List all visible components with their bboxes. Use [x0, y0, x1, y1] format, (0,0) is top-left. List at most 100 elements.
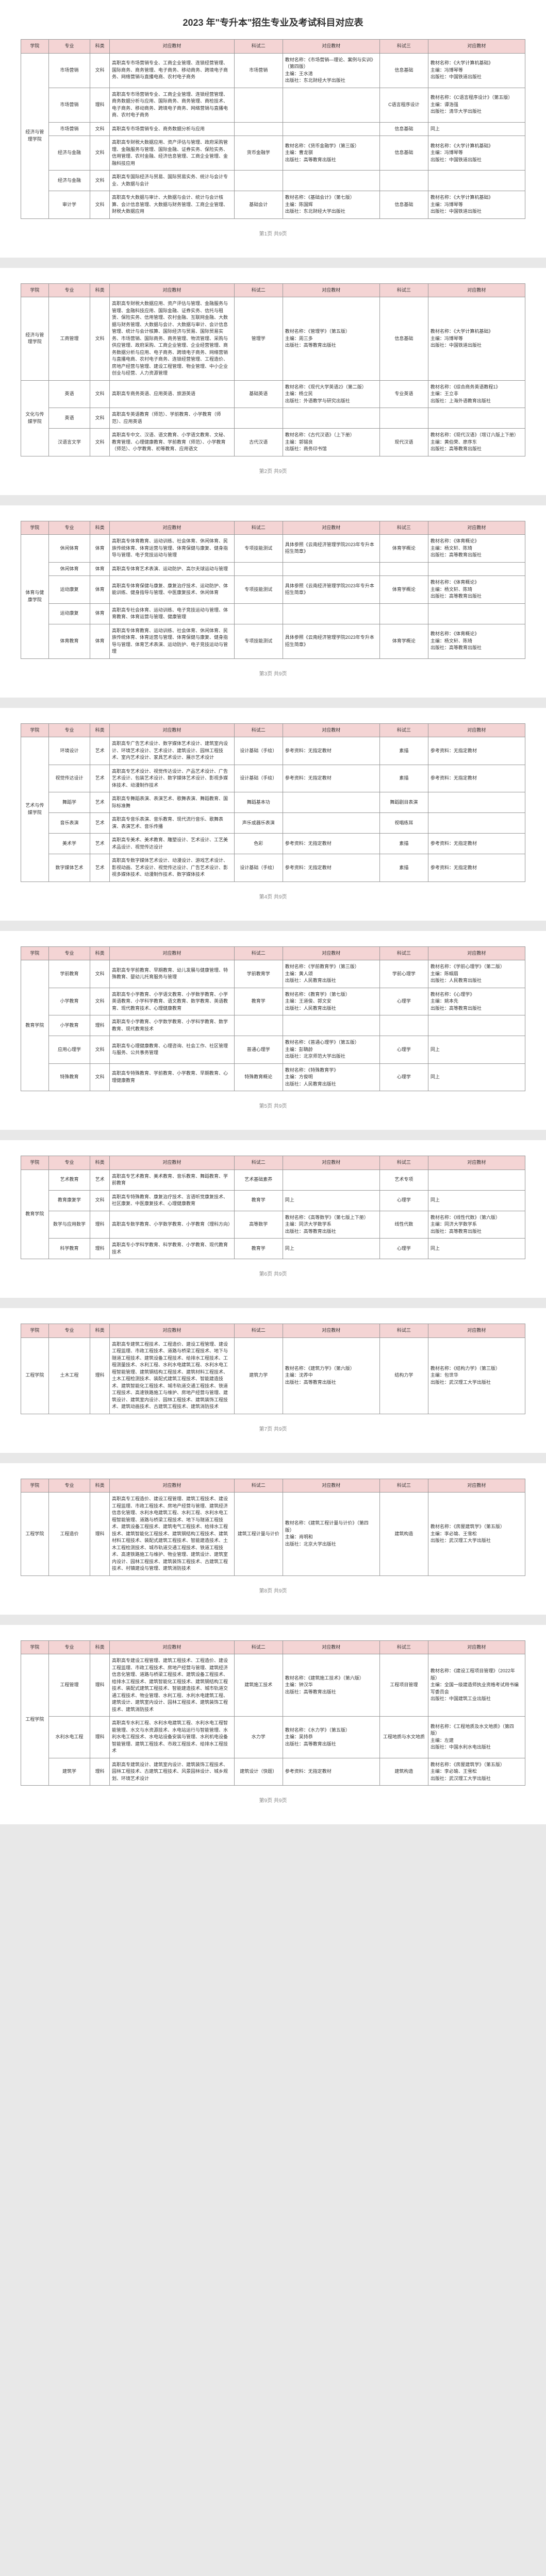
cell-kelei: 体育 — [90, 535, 110, 563]
th-jiaocai2: 对应教材 — [283, 723, 379, 737]
major-table: 学院专业科类对应教材科试二对应教材科试三对应教材教育学院学前教育文科高职高专学前… — [21, 946, 525, 1092]
cell-k3: 信息基础 — [379, 136, 428, 171]
th-jiaocai3: 对应教材 — [428, 723, 525, 737]
th-keer: 科试三 — [379, 1479, 428, 1493]
cell-xueyuan: 工程学院 — [21, 1337, 49, 1414]
th-jiaocai2: 对应教材 — [283, 1324, 379, 1338]
cell-zhuanye: 土木工程 — [48, 1337, 90, 1414]
cell-kelei: 理科 — [90, 1211, 110, 1239]
cell-duiying: 高职高专体育教育、运动训练、社会体育、休闲体育、民族传统体育、体育运营与管理、体… — [109, 624, 234, 658]
table-row: 工程学院土木工程理科高职高专建筑工程技术、工程造价、建设工程管理、建设工程监理、… — [21, 1337, 525, 1414]
cell-k3: 心理学 — [379, 988, 428, 1015]
cell-jc3: 同上 — [428, 1063, 525, 1091]
cell-jc3: 教材名称：《结构力学》（第三版）主编：包世华出版社：武汉理工大学出版社 — [428, 1337, 525, 1414]
cell-kelei: 文科 — [90, 122, 110, 136]
table-row: 文化与传媒学院英语文科高职高专商务英语、应用英语、旅游英语基础英语教材名称：《现… — [21, 380, 525, 408]
th-jiaocai3: 对应教材 — [428, 1479, 525, 1493]
cell-k3: 心理学 — [379, 1190, 428, 1211]
th-keer: 科试三 — [379, 283, 428, 297]
cell-zhuanye: 特殊教育 — [48, 1063, 90, 1091]
cell-kelei: 艺术 — [90, 1170, 110, 1190]
cell-jc3: 参考资料：无指定教材 — [428, 854, 525, 882]
th-kelei: 科类 — [90, 283, 110, 297]
cell-jc2 — [283, 792, 379, 813]
th-kelei: 科类 — [90, 40, 110, 54]
th-duiying: 对应教材 — [109, 1324, 234, 1338]
cell-k2: 设计基础（手绘） — [234, 765, 283, 792]
cell-k3: 体育学概论 — [379, 535, 428, 563]
th-xueyuan: 学院 — [21, 1324, 49, 1338]
cell-jc2: 教材名称：《水力学》（第五版）主编：吴持恭出版社：高等教育出版社 — [283, 1717, 379, 1758]
cell-kelei: 文科 — [90, 1063, 110, 1091]
cell-kelei: 文科 — [90, 429, 110, 456]
document-page: 学院专业科类对应教材科试二对应教材科试三对应教材工程学院土木工程理科高职高专建筑… — [0, 1308, 546, 1453]
cell-kelei: 理科 — [90, 88, 110, 122]
cell-kelei: 理科 — [90, 1239, 110, 1259]
cell-k3: 体育学概论 — [379, 576, 428, 604]
cell-k2 — [234, 88, 283, 122]
cell-zhuanye: 市场营销 — [48, 88, 90, 122]
cell-jc2: 同上 — [283, 1239, 379, 1259]
cell-k2: 设计基础（手绘） — [234, 737, 283, 765]
cell-jc3: 教材名称：《体育概论》主编：杨文轩、陈琦出版社：高等教育出版社 — [428, 576, 525, 604]
cell-zhuanye: 视觉传达设计 — [48, 765, 90, 792]
cell-k3: 素描 — [379, 834, 428, 854]
cell-duiying: 高职高专英语教育（师范）、学前教育、小学教育（师范）、应用英语 — [109, 408, 234, 429]
th-zhuanye: 专业 — [48, 1156, 90, 1170]
cell-k2 — [234, 171, 283, 191]
cell-k2: 专项技能测试 — [234, 576, 283, 604]
page-number: 第2页 共9页 — [21, 467, 525, 474]
cell-zhuanye: 建筑学 — [48, 1758, 90, 1786]
cell-jc3 — [428, 562, 525, 576]
th-xueyuan: 学院 — [21, 1479, 49, 1493]
cell-zhuanye: 美术学 — [48, 834, 90, 854]
th-xueyuan: 学院 — [21, 723, 49, 737]
table-row: 艺术与传媒学院环境设计艺术高职高专广告艺术设计、数字媒体艺术设计、建筑室内设计、… — [21, 737, 525, 765]
page-number: 第4页 共9页 — [21, 892, 525, 900]
cell-zhuanye: 英语 — [48, 380, 90, 408]
cell-k3: 舞蹈剧目表演 — [379, 792, 428, 813]
cell-jc3: 同上 — [428, 1036, 525, 1064]
th-jiaocai3: 对应教材 — [428, 1156, 525, 1170]
cell-jc2: 教材名称：《高等数学》（第七版上下册）主编：同济大学数学系出版社：高等教育出版社 — [283, 1211, 379, 1239]
table-row: 体育教育体育高职高专体育教育、运动训练、社会体育、休闲体育、民族传统体育、体育运… — [21, 624, 525, 658]
cell-k3 — [379, 408, 428, 429]
cell-jc2 — [283, 171, 379, 191]
th-jiaocai3: 对应教材 — [428, 521, 525, 535]
cell-k2 — [234, 562, 283, 576]
cell-k3: 体育学概论 — [379, 624, 428, 658]
cell-jc3: 教材名称：《大学计算机基础》主编：冯博琴等出版社：中国铁道出版社 — [428, 191, 525, 219]
table-row: 小学教育文科高职高专小学教育、小学语文教育、小学数学教育、小学英语教育、小学科学… — [21, 988, 525, 1015]
cell-jc2 — [283, 408, 379, 429]
table-row: 工程学院工程管理理科高职高专建设工程管理、建筑工程技术、工程造价、建设工程监理、… — [21, 1654, 525, 1717]
cell-jc2 — [283, 1015, 379, 1036]
cell-jc2 — [283, 122, 379, 136]
cell-jc3 — [428, 603, 525, 624]
th-kelei: 科类 — [90, 1156, 110, 1170]
cell-jc3 — [428, 813, 525, 834]
th-keyi: 科试二 — [234, 1324, 283, 1338]
cell-jc2: 教材名称：《现代大学英语2》（第二版）主编：杨立民出版社：外语教学与研究出版社 — [283, 380, 379, 408]
cell-k3: 信息基础 — [379, 122, 428, 136]
th-keyi: 科试二 — [234, 40, 283, 54]
th-keer: 科试三 — [379, 946, 428, 960]
cell-kelei: 艺术 — [90, 834, 110, 854]
th-keyi: 科试二 — [234, 1479, 283, 1493]
cell-duiying: 高职高专艺术设计、视觉传达设计、产品艺术设计、广告艺术设计、包装艺术设计、数字媒… — [109, 765, 234, 792]
cell-jc3: 参考资料：无指定教材 — [428, 765, 525, 792]
table-row: 音乐表演艺术高职高专音乐表演、音乐教育、现代流行音乐、歌舞表演、表演艺术、音乐传… — [21, 813, 525, 834]
cell-jc3: 教材名称：《房屋建筑学》（第五版）主编：李必瑜、王雪松出版社：武汉理工大学出版社 — [428, 1758, 525, 1786]
th-xueyuan: 学院 — [21, 1156, 49, 1170]
th-jiaocai2: 对应教材 — [283, 1479, 379, 1493]
major-table: 学院专业科类对应教材科试二对应教材科试三对应教材经济与管理学院工商管理文科高职高… — [21, 283, 525, 456]
document-page: 学院专业科类对应教材科试二对应教材科试三对应教材经济与管理学院工商管理文科高职高… — [0, 268, 546, 495]
cell-k3: 心理学 — [379, 1063, 428, 1091]
table-row: 汉语言文学文科高职高专中文、汉语、语文教育、小学语文教育、文秘、教育管理、心理健… — [21, 429, 525, 456]
th-keyi: 科试二 — [234, 1156, 283, 1170]
page-number: 第5页 共9页 — [21, 1101, 525, 1109]
cell-duiying: 高职高专中文、汉语、语文教育、小学语文教育、文秘、教育管理、心理健康教育、学前教… — [109, 429, 234, 456]
cell-jc2: 参考资料：无指定教材 — [283, 737, 379, 765]
cell-jc2: 教材名称：《管理学》（第五版）主编：周三多出版社：高等教育出版社 — [283, 297, 379, 381]
cell-k2 — [234, 1015, 283, 1036]
cell-jc3: 同上 — [428, 122, 525, 136]
